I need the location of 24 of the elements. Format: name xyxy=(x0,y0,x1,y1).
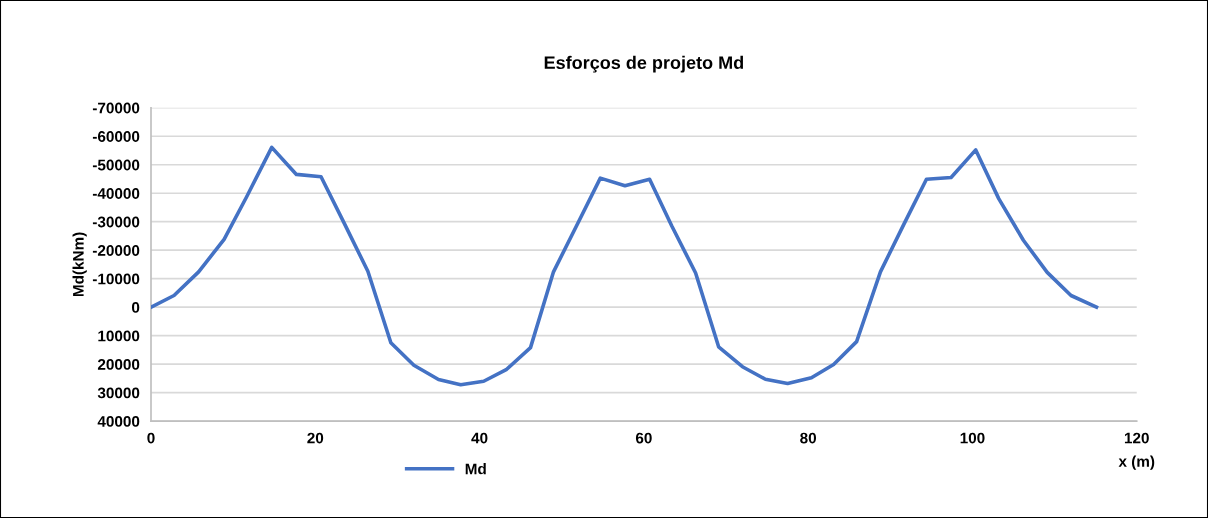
x-tick-label: 80 xyxy=(800,432,817,444)
chart-title: Esforços de projeto Md xyxy=(544,55,743,73)
y-tick-label: -70000 xyxy=(92,102,140,114)
x-tick-label: 120 xyxy=(1124,432,1149,444)
y-tick-label: -20000 xyxy=(92,245,140,256)
legend-label: Md xyxy=(465,463,486,475)
y-tick-label: -50000 xyxy=(92,159,140,171)
line-series xyxy=(151,145,1099,387)
x-tick-label: 20 xyxy=(307,432,324,444)
x-tick-label: 100 xyxy=(960,432,985,444)
y-axis-title: Md(kNm) xyxy=(72,232,87,297)
y-tick-label: -40000 xyxy=(92,188,140,199)
y-tick-label: 40000 xyxy=(97,416,140,427)
y-tick-label: 10000 xyxy=(98,330,140,342)
x-tick-label: 60 xyxy=(635,432,652,444)
y-tick-label: 20000 xyxy=(97,359,140,370)
y-tick-label: -10000 xyxy=(92,273,140,285)
y-tick-label: 0 xyxy=(132,302,140,313)
y-tick-label: -30000 xyxy=(92,216,140,228)
x-tick-label: 0 xyxy=(147,432,155,444)
y-tick-label: -60000 xyxy=(92,131,140,142)
x-tick-label: 40 xyxy=(471,432,488,444)
x-axis-title: x (m) xyxy=(1118,455,1155,470)
y-tick-label: 30000 xyxy=(97,387,140,399)
